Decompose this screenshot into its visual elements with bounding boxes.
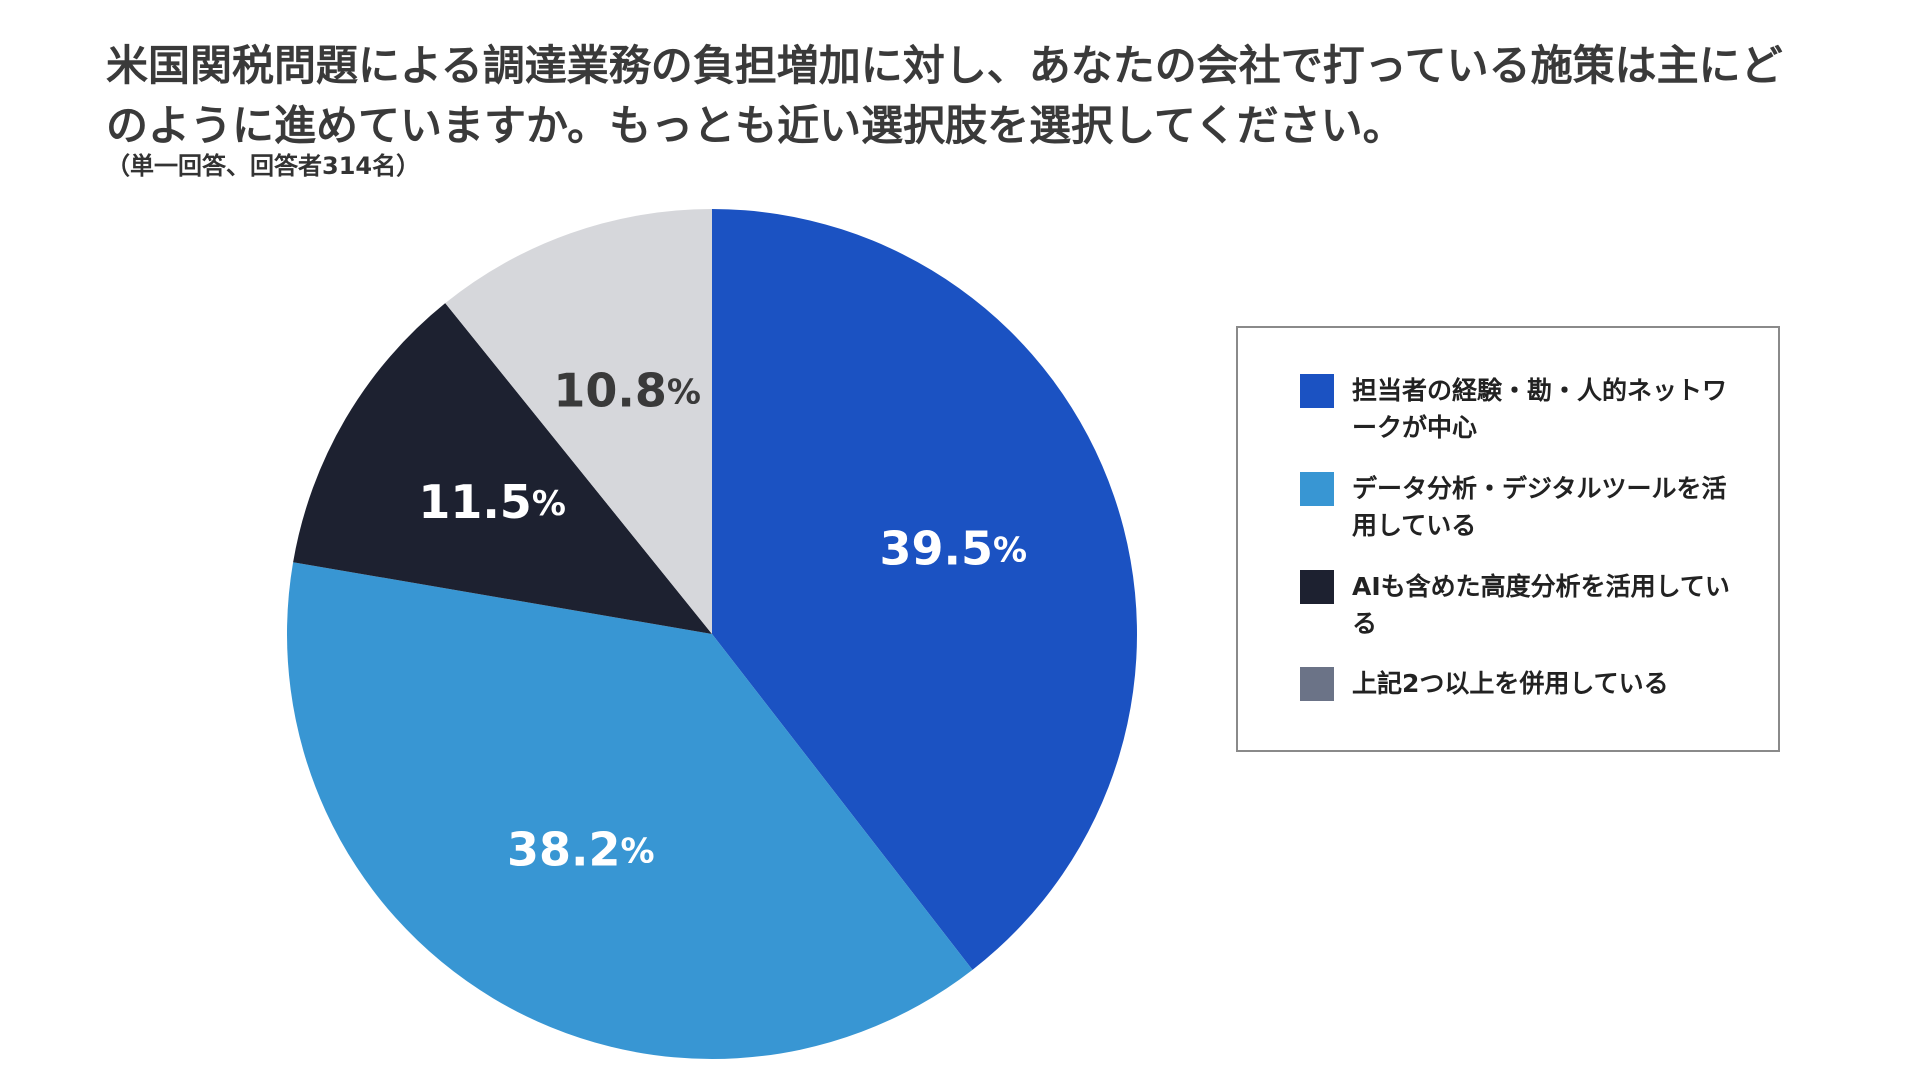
pie-data-unit: % — [993, 530, 1027, 570]
pie-data-value: 10.8 — [553, 363, 667, 417]
legend-item: 上記2つ以上を併用している — [1300, 665, 1740, 702]
pie-data-label: 39.5% — [879, 521, 1027, 575]
pie-data-label: 10.8% — [553, 363, 701, 417]
legend-swatch — [1300, 667, 1334, 701]
legend-label: 担当者の経験・勘・人的ネットワークが中心 — [1352, 376, 1728, 442]
legend-label: 上記2つ以上を併用している — [1352, 669, 1669, 698]
pie-data-value: 38.2 — [507, 822, 621, 876]
legend-swatch — [1300, 472, 1334, 506]
pie-labels: 39.5%38.2%11.5%10.8% — [418, 363, 1027, 876]
pie-data-value: 39.5 — [879, 521, 993, 575]
pie-slice — [712, 209, 1137, 970]
legend-swatch — [1300, 374, 1334, 408]
legend-label: データ分析・デジタルツールを活用している — [1352, 474, 1727, 540]
legend-item: 担当者の経験・勘・人的ネットワークが中心 — [1300, 372, 1740, 446]
pie-slice — [293, 303, 712, 634]
pie-data-label: 11.5% — [418, 474, 566, 528]
legend-item: データ分析・デジタルツールを活用している — [1300, 470, 1740, 544]
pie-data-unit: % — [532, 483, 566, 523]
legend-swatch — [1300, 570, 1334, 604]
pie-slice — [286, 562, 973, 1059]
pie-data-unit: % — [667, 372, 701, 412]
legend-item: AIも含めた高度分析を活用している — [1300, 568, 1740, 642]
chart-title: 米国関税問題による調達業務の負担増加に対し、あなたの会社で打っている施策は主にど… — [106, 41, 1783, 150]
legend: 担当者の経験・勘・人的ネットワークが中心 データ分析・デジタルツールを活用してい… — [1236, 326, 1780, 752]
chart-subtitle: （単一回答、回答者314名） — [106, 152, 421, 180]
pie-slices — [286, 209, 1137, 1059]
legend-label: AIも含めた高度分析を活用している — [1352, 572, 1730, 638]
pie-data-label: 38.2% — [507, 822, 655, 876]
pie-data-value: 11.5 — [418, 474, 532, 528]
pie-slice — [445, 209, 712, 634]
pie-data-unit: % — [621, 831, 655, 871]
